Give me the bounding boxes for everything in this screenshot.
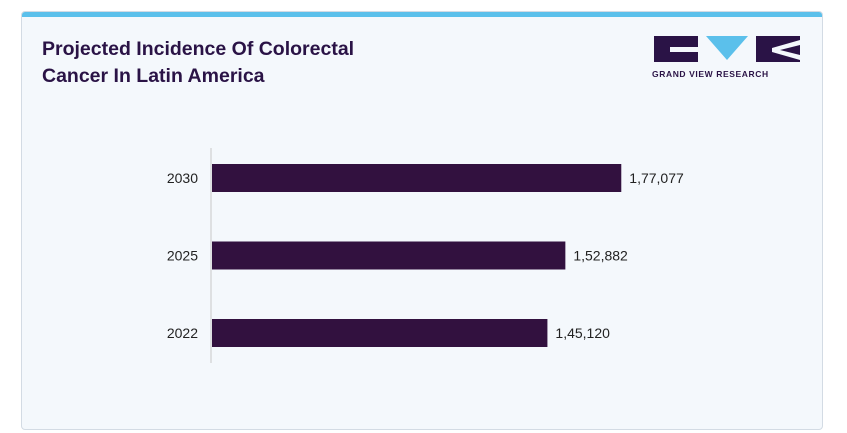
- brand-logo: GRAND VIEW RESEARCH: [652, 36, 802, 86]
- tick-label-2022: 2022: [167, 325, 198, 341]
- chart-title: Projected Incidence Of Colorectal Cancer…: [42, 36, 462, 90]
- accent-bar: [22, 12, 822, 17]
- chart-title-line-2: Cancer In Latin America: [42, 65, 265, 87]
- value-label-2022: 1,45,120: [555, 325, 610, 341]
- chart-title-line-1: Projected Incidence Of Colorectal: [42, 38, 355, 60]
- bar-2025: [212, 241, 566, 270]
- bar-chart: 2030 1,77,077 2025 1,52,882 2022 1,45,120: [167, 148, 684, 363]
- bar-2030: [212, 164, 622, 192]
- bar-2022: [212, 319, 548, 347]
- tick-label-2025: 2025: [167, 248, 198, 264]
- brand-name: GRAND VIEW RESEARCH: [652, 69, 769, 79]
- value-label-2025: 1,52,882: [573, 248, 628, 264]
- value-label-2030: 1,77,077: [629, 170, 684, 186]
- tick-label-2030: 2030: [167, 170, 198, 186]
- gvr-logo-icon: [654, 36, 800, 62]
- chart-card: Projected Incidence Of Colorectal Cancer…: [21, 11, 823, 430]
